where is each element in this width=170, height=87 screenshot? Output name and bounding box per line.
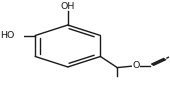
- Text: O: O: [132, 61, 139, 70]
- Text: HO: HO: [0, 31, 14, 40]
- Text: OH: OH: [61, 1, 75, 11]
